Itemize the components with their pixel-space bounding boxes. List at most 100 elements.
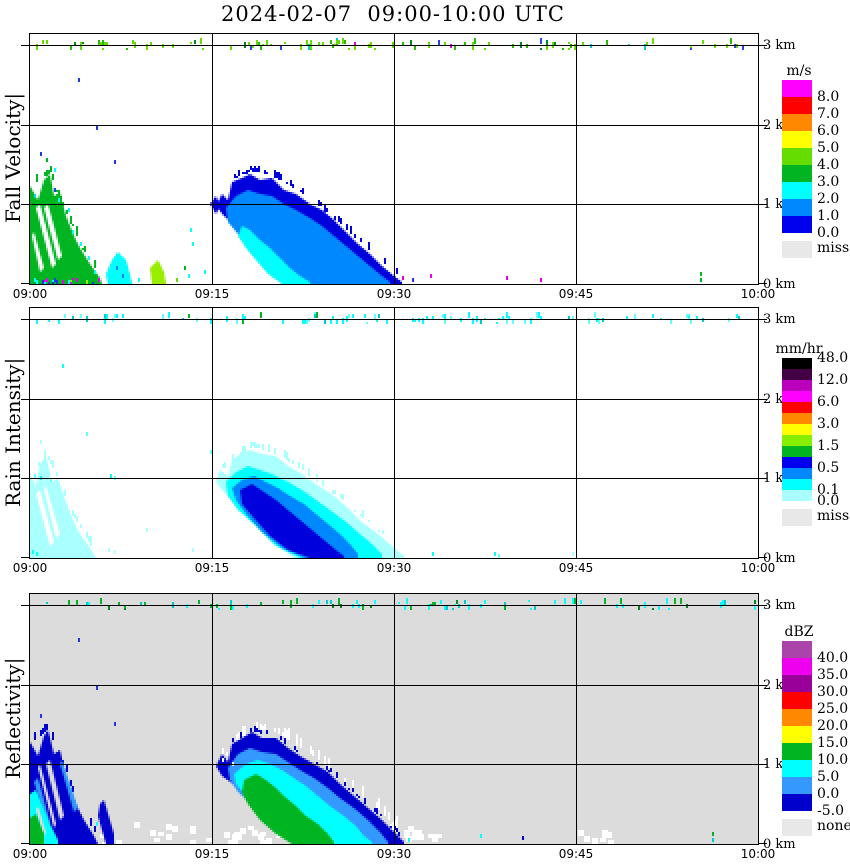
x-tick-label: 09:15 [194,287,230,301]
legend-color-block [782,199,812,216]
x-tick-label: 09:30 [376,287,412,301]
legend-value-label: 12.0 [817,372,849,388]
x-tick-label: 09:00 [12,287,48,301]
grid-line-vertical [212,308,213,558]
legend-color-block [782,402,812,413]
legend-color-block [782,148,812,165]
legend-value-label: 20.0 [817,718,849,734]
legend-title-ms: m/s [786,63,812,79]
x-tick-label: 09:00 [12,847,48,861]
legend-color-block [782,380,812,391]
legend-value-label: 7.0 [817,106,840,122]
y-tick-label: 0 km [763,837,796,852]
legend-value-label: 2.0 [817,191,840,207]
legend-color-block [782,726,812,743]
x-tick-label: 09:00 [12,561,48,575]
legend-value-label: 5.0 [817,769,840,785]
y-tick-label: 0 km [763,551,796,566]
grid-line-vertical [212,34,213,284]
axis-tick-left [21,605,29,606]
grid-line-vertical [394,594,395,844]
legend-color-block [782,391,812,402]
axis-tick-right [759,843,767,844]
page-title: 2024-02-07 09:00-10:00 UTC [220,2,565,26]
x-tick-label: 10:00 [740,287,776,301]
legend-title-dbz: dBZ [784,624,814,640]
legend-value-label: 1.5 [817,438,840,454]
legend-value-label: 15.0 [817,735,849,751]
legend-color-block [782,114,812,131]
axis-tick-left [21,319,29,320]
legend-value-label: 4.0 [817,157,840,173]
ylabel-rain-intensity: Rain Intensity| [1,357,25,507]
legend-value-label: 0.0 [817,225,840,241]
axis-tick-right [759,478,767,479]
legend-miss-block [782,241,812,258]
legend-title-mmhr: mm/hr [775,341,823,357]
legend-value-label: 8.0 [817,89,840,105]
legend-value-label: -5.0 [817,803,844,819]
legend-color-block [782,80,812,97]
legend-value-label: 35.0 [817,667,849,683]
legend-color-block [782,457,812,468]
legend-color-block [782,468,812,479]
legend-value-label: 0.5 [817,460,840,476]
legend-value-label: 3.0 [817,174,840,190]
axis-tick-left [21,685,29,686]
x-tick-label: 09:45 [558,287,594,301]
axis-tick-right [759,557,767,558]
axis-tick-right [759,125,767,126]
legend-color-block [782,760,812,777]
grid-line-vertical [576,34,577,284]
x-tick-label: 10:00 [740,561,776,575]
legend-color-block [782,413,812,424]
axis-tick-left [21,204,29,205]
axis-tick-right [759,319,767,320]
legend-color-block [782,658,812,675]
legend-value-label: 40.0 [817,650,849,666]
ylabel-fall-velocity: Fall Velocity| [1,92,25,224]
grid-line-vertical [576,308,577,558]
legend-color-block [782,424,812,435]
legend-value-label: 6.0 [817,394,840,410]
legend-value-label: 48.0 [817,350,849,366]
axis-tick-right [759,204,767,205]
legend-color-block [782,182,812,199]
axis-tick-right [759,45,767,46]
axis-tick-left [21,45,29,46]
legend-color-block [782,165,812,182]
legend-miss-label: miss [817,508,850,524]
legend-color-block [782,743,812,760]
legend-color-block [782,479,812,490]
x-tick-label: 09:45 [558,561,594,575]
axis-tick-right [759,283,767,284]
axis-tick-right [759,399,767,400]
legend-value-label: 6.0 [817,123,840,139]
axis-tick-right [759,764,767,765]
legend-color-block [782,709,812,726]
panel-reflectivity [21,593,767,845]
legend-color-block [782,446,812,457]
legend-value-label: 5.0 [817,140,840,156]
grid-line-vertical [576,594,577,844]
grid-line-vertical [212,594,213,844]
axis-tick-left [21,478,29,479]
legend-color-block [782,490,812,501]
legend-color-block [782,358,812,369]
grid-line-vertical [394,34,395,284]
y-tick-label: 3 km [763,38,796,53]
y-tick-label: 3 km [763,312,796,327]
legend-value-label: 0.0 [817,786,840,802]
legend-value-label: 25.0 [817,701,849,717]
panel-fall-velocity [21,33,767,285]
axis-tick-left [21,125,29,126]
y-tick-label: 0 km [763,277,796,292]
legend-color-block [782,435,812,446]
legend-value-label: 30.0 [817,684,849,700]
legend-color-block [782,97,812,114]
legend-value-label: 0.1 [817,482,840,498]
axis-tick-left [21,283,29,284]
axis-tick-left [21,557,29,558]
legend-color-block [782,369,812,380]
legend-color-block [782,216,812,233]
